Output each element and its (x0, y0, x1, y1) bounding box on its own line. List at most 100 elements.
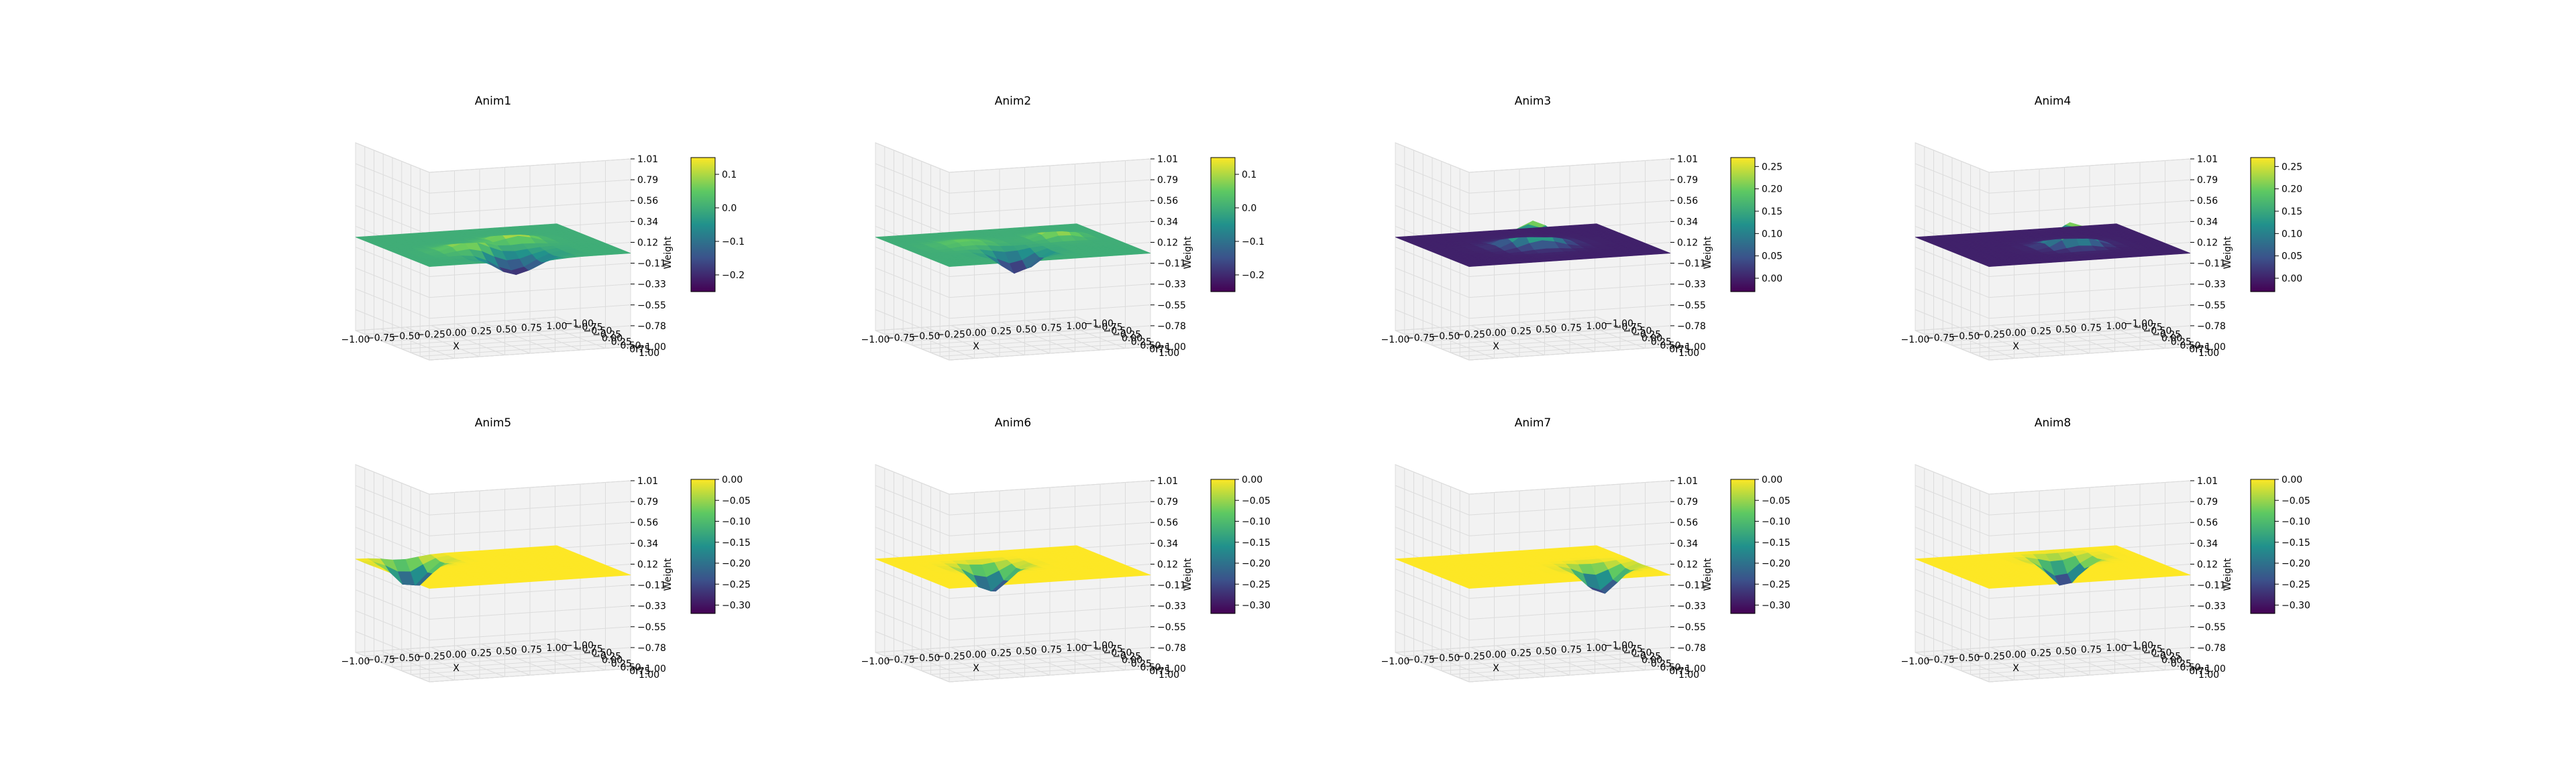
gridline (949, 501, 1151, 516)
x-tick-label: 0.50 (496, 324, 517, 335)
y-tick-label: −0.25 (1112, 652, 1141, 662)
x-tick-label: 0.25 (991, 648, 1012, 659)
x-tick-label: −0.25 (936, 330, 965, 341)
z-tick-label: −0.11 (1677, 259, 1706, 270)
gridline (1468, 200, 1671, 215)
x-axis-label: X (453, 663, 460, 674)
gridline (1468, 346, 1671, 361)
y-tick-label: 0.00 (1122, 333, 1142, 344)
gridline (1988, 668, 2191, 683)
x-axis-label: X (973, 663, 979, 674)
z-axis-label: Weight (1703, 558, 1713, 591)
gridline (1988, 585, 2191, 599)
surface-facet (2104, 545, 2121, 549)
z-axis-label: Weight (1183, 236, 1193, 269)
gridline (2091, 640, 2165, 670)
x-tick-label: 0.00 (445, 328, 466, 339)
gridline (355, 589, 430, 620)
surface-facet (2104, 223, 2121, 227)
gridline (1395, 247, 1470, 278)
gridline (1468, 304, 1671, 319)
y-tick-label: 0.75 (2189, 345, 2210, 355)
gridline (1988, 346, 2191, 361)
gridline (1951, 331, 2154, 346)
z-tick-label: −0.11 (637, 259, 666, 270)
y-tick-label: −0.75 (1094, 322, 1123, 333)
gridline (1001, 644, 1075, 674)
gridline (1521, 644, 1595, 674)
gridline (1988, 304, 2191, 319)
y-tick-label: −0.25 (1112, 330, 1141, 341)
x-axis-label: X (2012, 663, 2019, 674)
z-tick-label: −0.55 (637, 300, 666, 311)
y-tick-label: 0.75 (629, 666, 650, 677)
z-tick-label: −0.33 (637, 280, 666, 290)
x-tick-label: −0.75 (366, 655, 395, 666)
y-tick-label: 0.25 (2171, 659, 2192, 670)
gridline (1596, 316, 1671, 347)
y-tick-label: 0.00 (602, 655, 623, 666)
gridline (1468, 263, 1671, 278)
colorbar-tick-label: −0.25 (1242, 579, 1271, 590)
gridline (875, 163, 950, 194)
z-tick-label: 0.34 (637, 538, 658, 549)
x-tick-label: −0.50 (1432, 331, 1460, 342)
gridline (1915, 464, 1990, 495)
z-tick-label: −0.78 (637, 321, 666, 332)
gridline (429, 179, 631, 194)
z-tick-label: −0.11 (2197, 259, 2226, 270)
gridline (1460, 343, 1662, 357)
colorbar-tick-label: −0.20 (1242, 558, 1271, 569)
subplot-7: Anim7 1.01 0.79 0.56 0.34 0.12 −0.11 −0.33 −0.55… (1381, 416, 1790, 683)
z-tick-label: 0.34 (1677, 217, 1698, 227)
y-tick-label: 0.75 (1149, 666, 1170, 677)
y-tick-label: 0.00 (602, 333, 623, 344)
z-tick-label: 1.01 (1157, 476, 1178, 487)
z-tick-label: −1.00 (2197, 664, 2226, 674)
z-tick-label: 0.56 (637, 518, 658, 528)
gridline (1915, 589, 1990, 620)
x-tick-label: −1.00 (1901, 656, 1930, 667)
x-tick-label: 0.25 (1511, 327, 1532, 337)
y-tick-label: 0.25 (2171, 337, 2192, 348)
x-tick-label: 0.00 (2005, 328, 2026, 339)
panel-title: Anim1 (475, 95, 512, 108)
gridline (411, 339, 612, 353)
gridline (949, 158, 1151, 173)
colorbar-tick-label: −0.10 (2282, 517, 2310, 528)
y-tick-label: 0.00 (1642, 655, 1662, 666)
colorbar (2250, 157, 2275, 292)
x-axis-label: X (1493, 663, 1499, 674)
z-tick-label: −0.55 (1157, 300, 1186, 311)
y-tick-label: −0.25 (1632, 330, 1661, 341)
z-axis-label: Weight (663, 236, 674, 269)
x-tick-label: −0.25 (1456, 330, 1485, 341)
z-axis-label: Weight (2222, 558, 2233, 591)
gridline (1468, 522, 1671, 536)
gridline (1915, 330, 1990, 361)
gridline (1915, 247, 1990, 278)
z-tick-label: −0.55 (1677, 300, 1706, 311)
gridline (1988, 522, 2191, 536)
z-tick-label: 0.12 (1677, 559, 1698, 570)
z-tick-label: −0.33 (2197, 280, 2226, 290)
y-tick-label: −0.50 (1623, 648, 1652, 658)
x-tick-label: −0.50 (1432, 653, 1460, 664)
x-tick-label: 0.50 (2055, 324, 2076, 335)
gridline (355, 485, 430, 516)
gridline (1395, 204, 1470, 235)
z-axis-label: Weight (1183, 558, 1193, 591)
colorbar-tick-label: −0.25 (722, 579, 751, 590)
z-tick-label: −0.55 (2197, 300, 2226, 311)
z-tick-label: −1.00 (637, 664, 666, 674)
gridline (1468, 647, 1671, 662)
gridline (875, 288, 950, 319)
colorbar-tick-label: 0.00 (2282, 475, 2302, 485)
z-tick-label: 0.56 (1157, 196, 1178, 206)
x-tick-label: 0.50 (2055, 646, 2076, 657)
x-tick-label: 0.00 (965, 328, 986, 339)
panel-title: Anim7 (1515, 416, 1552, 430)
gridline (1970, 339, 2172, 353)
x-tick-label: −0.50 (1951, 653, 1980, 664)
gridline (875, 184, 950, 215)
